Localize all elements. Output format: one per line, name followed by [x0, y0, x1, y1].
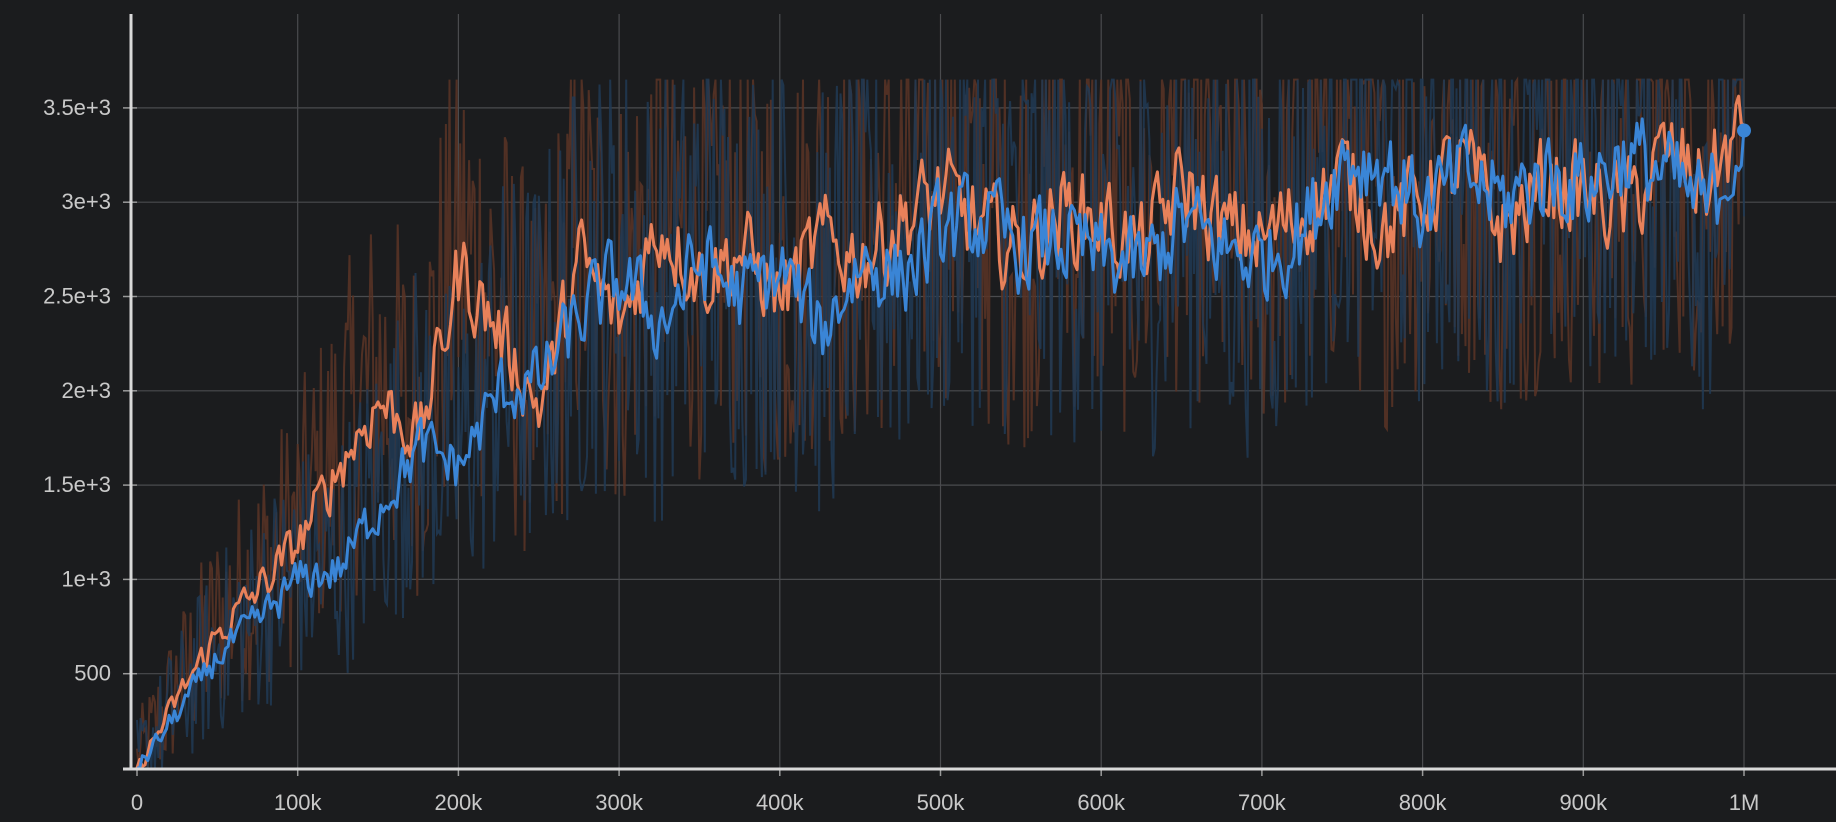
- x-tick-label: 500k: [917, 790, 966, 815]
- y-tick-label: 500: [74, 661, 111, 686]
- x-tick-label: 700k: [1238, 790, 1287, 815]
- x-tick-label: 200k: [435, 790, 484, 815]
- y-tick-label: 2e+3: [61, 378, 111, 403]
- x-tick-label: 300k: [595, 790, 644, 815]
- series-end-point[interactable]: [1737, 123, 1751, 138]
- x-tick-label: 600k: [1077, 790, 1126, 815]
- y-tick-label: 3.5e+3: [43, 95, 111, 120]
- x-tick-label: 1M: [1729, 790, 1760, 815]
- x-tick-label: 900k: [1559, 790, 1608, 815]
- x-tick-label: 800k: [1399, 790, 1448, 815]
- y-tick-label: 2.5e+3: [43, 284, 111, 309]
- x-tick-label: 0: [131, 790, 143, 815]
- y-tick-label: 1e+3: [61, 566, 111, 591]
- axes: [123, 14, 1836, 776]
- raw-series-layer: [136, 76, 1745, 769]
- y-tick-label: 1.5e+3: [43, 472, 111, 497]
- y-tick-label: 3e+3: [61, 189, 111, 214]
- x-tick-label: 400k: [756, 790, 805, 815]
- smoothed-series-layer: [135, 94, 1751, 770]
- series-line-2: [137, 117, 1746, 770]
- tick-labels: 0 100k 200k 300k 400k 500k 600k 700k 800k 900k 1M 5…: [43, 95, 1759, 815]
- raw-series-line-2: [136, 78, 1745, 769]
- x-tick-label: 100k: [274, 790, 323, 815]
